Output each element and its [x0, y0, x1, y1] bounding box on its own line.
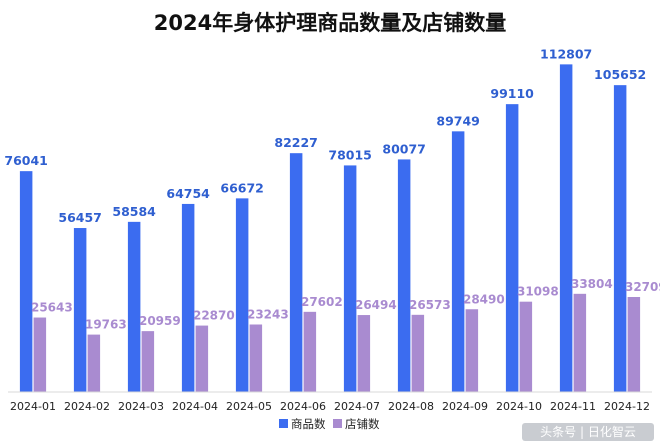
data-label-5-products: 66672 — [220, 180, 264, 195]
bar-4-shops — [195, 325, 209, 392]
data-label-12-products: 105652 — [594, 67, 646, 82]
bar-9-products — [451, 131, 465, 392]
watermark-background — [522, 423, 654, 441]
x-tick-label: 2024-10 — [496, 400, 542, 413]
legend-label-2: 店铺数 — [345, 417, 380, 431]
data-label-6-shops: 27602 — [301, 295, 343, 309]
bar-4-products — [181, 203, 195, 392]
x-tick-label: 2024-05 — [226, 400, 272, 413]
bar-12-shops — [627, 297, 641, 392]
bar-7-shops — [357, 315, 371, 392]
data-label-10-shops: 31098 — [517, 285, 559, 299]
watermark-text: 头条号 | 日化智云 — [540, 424, 636, 439]
data-label-5-shops: 23243 — [247, 307, 289, 321]
bar-11-products — [559, 64, 573, 392]
legend-label-1: 商品数 — [291, 417, 326, 431]
x-tick-label: 2024-06 — [280, 400, 326, 413]
x-tick-label: 2024-09 — [442, 400, 488, 413]
data-label-6-products: 82227 — [274, 135, 318, 150]
bar-8-products — [397, 159, 411, 392]
bar-6-shops — [303, 311, 317, 392]
x-tick-label: 2024-01 — [10, 400, 56, 413]
data-label-4-shops: 22870 — [193, 309, 235, 323]
watermark: 头条号 | 日化智云 — [522, 423, 654, 441]
x-tick-label: 2024-04 — [172, 400, 218, 413]
data-label-3-shops: 20959 — [139, 314, 181, 328]
bar-3-products — [127, 221, 141, 392]
data-labels: 76041 25643 56457 19763 58584 20959 64754 22870… — [4, 46, 660, 331]
x-tick-label: 2024-03 — [118, 400, 164, 413]
bar-12-products — [613, 85, 627, 392]
x-tick-label: 2024-08 — [388, 400, 434, 413]
data-label-8-products: 80077 — [382, 141, 426, 156]
x-tick-label: 2024-11 — [550, 400, 596, 413]
bars — [19, 64, 641, 392]
data-label-10-products: 99110 — [490, 86, 534, 101]
data-label-7-shops: 26494 — [355, 298, 397, 312]
data-label-8-shops: 26573 — [409, 298, 451, 312]
bar-6-products — [289, 153, 303, 392]
data-label-3-products: 58584 — [112, 204, 156, 219]
data-label-12-shops: 32709 — [625, 280, 660, 294]
x-tick-label: 2024-02 — [64, 400, 110, 413]
data-label-1-products: 76041 — [4, 153, 48, 168]
data-label-7-products: 78015 — [328, 147, 372, 162]
chart-title: 2024年身体护理商品数量及店铺数量 — [154, 11, 506, 35]
bar-10-products — [505, 104, 519, 392]
bar-3-shops — [141, 331, 155, 392]
data-label-2-shops: 19763 — [85, 318, 127, 332]
data-label-1-shops: 25643 — [31, 301, 73, 315]
data-label-11-shops: 33804 — [571, 277, 613, 291]
legend-swatch-2 — [333, 419, 342, 428]
bar-1-shops — [33, 317, 47, 392]
x-axis-ticks: 2024-01 2024-02 2024-03 2024-04 2024-05 2024-… — [10, 400, 650, 413]
bar-5-products — [235, 198, 249, 392]
bar-9-shops — [465, 309, 479, 392]
bar-8-shops — [411, 314, 425, 392]
bar-10-shops — [519, 301, 533, 392]
data-label-2-products: 56457 — [58, 210, 102, 225]
bar-11-shops — [573, 293, 587, 392]
bar-1-products — [19, 171, 33, 392]
bar-2-shops — [87, 334, 101, 392]
bar-2-products — [73, 228, 87, 392]
bar-7-products — [343, 165, 357, 392]
legend-swatch-1 — [279, 419, 288, 428]
bar-5-shops — [249, 324, 263, 392]
data-label-9-products: 89749 — [436, 113, 480, 128]
data-label-11-products: 112807 — [540, 46, 592, 61]
x-tick-label: 2024-07 — [334, 400, 380, 413]
data-label-4-products: 64754 — [166, 186, 210, 201]
data-label-9-shops: 28490 — [463, 292, 505, 306]
x-tick-label: 2024-12 — [604, 400, 650, 413]
legend: 商品数 店铺数 — [279, 417, 380, 431]
